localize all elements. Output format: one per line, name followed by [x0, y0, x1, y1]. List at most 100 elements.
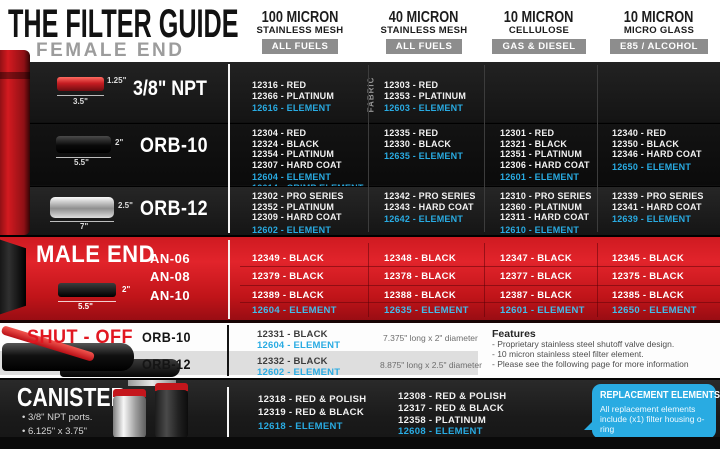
column-title: 10 MICRON — [624, 9, 694, 26]
element-number: 12608 - ELEMENT — [398, 426, 483, 437]
row-label-npt: 3/8" NPT — [133, 77, 207, 100]
male-end-banner: MALE END — [36, 241, 155, 268]
part-number: 12379 - BLACK — [252, 270, 325, 282]
cell-orb12-cellulose: 12310 - PRO SERIES 12360 - PLATINUM 1231… — [480, 187, 598, 235]
part-number: 12377 - BLACK — [500, 270, 573, 282]
part-numbers: 12303 - RED 12353 - PLATINUM — [384, 80, 467, 101]
dimension-label: 2.5" — [118, 201, 133, 210]
cell-orb12-40micron: 12342 - PRO SERIES 12343 - HARD COAT 126… — [368, 187, 480, 235]
canister-chrome-image — [113, 396, 146, 438]
shut-off-banner: SHUT - OFF — [27, 327, 134, 348]
row-label-shutoff-orb10: ORB-10 — [142, 329, 191, 345]
element-numbers: 12602 - ELEMENT — [252, 224, 332, 235]
dimension-label: 5.5" — [78, 302, 93, 311]
part-number: 12385 - BLACK — [612, 289, 685, 301]
column-divider — [368, 65, 369, 232]
part-number: 12331 - BLACK — [257, 329, 328, 340]
column-header-10-micron-cellulose: 10 MICRON CELLULOSE GAS & DIESEL — [480, 10, 598, 62]
shut-off-section: SHUT - OFF ORB-10 12331 - BLACK 12604 - … — [0, 320, 720, 378]
left-black-fitting-image — [0, 237, 26, 317]
element-number: 12635 - ELEMENT — [384, 304, 469, 316]
dimension-label: 7" — [80, 222, 89, 231]
part-number: 12387 - BLACK — [500, 289, 573, 301]
table-row-orb10: 12304 - RED 12324 - BLACK 12354 - PLATIN… — [0, 123, 720, 193]
row-label-orb10: ORB-10 — [140, 134, 209, 157]
row-label-an06: AN-06 — [150, 250, 191, 266]
canister-cap-image — [155, 383, 188, 391]
canister-specs: • 3/8" NPT ports. • 6.125" x 3.75" — [22, 412, 93, 437]
label-column-divider — [228, 240, 230, 319]
row-label-an10: AN-10 — [150, 287, 191, 303]
fuel-badge: GAS & DIESEL — [492, 39, 586, 54]
orb12-filter-image — [50, 197, 114, 218]
male-end-section: MALE END AN-06 12349 - BLACK 12348 - BLA… — [0, 235, 720, 320]
dimension-line — [57, 95, 104, 96]
part-numbers: 12335 - RED 12330 - BLACK — [384, 128, 452, 149]
dimension-label: 2" — [115, 138, 124, 147]
canister-black-image — [155, 390, 188, 438]
element-number: 12618 - ELEMENT — [258, 421, 343, 432]
table-row-an06: AN-06 12349 - BLACK 12348 - BLACK 12347 … — [0, 249, 720, 267]
part-number: 12347 - BLACK — [500, 252, 573, 264]
part-numbers: 12316 - RED 12366 - PLATINUM — [252, 80, 335, 101]
part-number: 12345 - BLACK — [612, 252, 685, 264]
callout-title: REPLACEMENT ELEMENTS — [600, 390, 720, 401]
part-number: 12389 - BLACK — [252, 289, 325, 301]
canister-banner: CANISTER — [17, 382, 126, 412]
column-header-10-micron-glass: 10 MICRON MICRO GLASS E85 / ALCOHOL — [598, 10, 720, 62]
column-divider — [484, 65, 485, 232]
cell-orb10-40micron: 12335 - RED 12330 - BLACK 12635 - ELEMEN… — [368, 124, 480, 193]
part-number: 12375 - BLACK — [612, 270, 685, 282]
column-subtitle: MICRO GLASS — [623, 25, 695, 36]
page-title: THE FILTER GUIDE — [8, 2, 239, 46]
column-divider — [597, 65, 598, 232]
part-numbers: 12318 - RED & POLISH 12319 - RED & BLACK — [258, 394, 367, 418]
row-label-shutoff-orb12: ORB-12 — [142, 356, 191, 372]
part-numbers: 12302 - PRO SERIES 12352 - PLATINUM 1230… — [252, 191, 344, 222]
row-label-orb12: ORB-12 — [140, 197, 209, 220]
female-end-banner: FEMALE END — [36, 40, 185, 61]
part-numbers: 12301 - RED 12321 - BLACK 12351 - PLATIN… — [500, 128, 590, 170]
canister-bracket-image — [128, 380, 176, 386]
element-numbers: 12601 - ELEMENT — [500, 172, 580, 182]
part-numbers: 12339 - PRO SERIES 12341 - HARD COAT — [612, 191, 704, 212]
part-number: 12349 - BLACK — [252, 252, 325, 264]
element-numbers: 12603 - ELEMENT — [384, 103, 464, 113]
table-row-orb12: 12302 - PRO SERIES 12352 - PLATINUM 1230… — [0, 186, 720, 235]
label-column-divider — [228, 64, 230, 233]
replacement-elements-callout: REPLACEMENT ELEMENTS All replacement ele… — [584, 384, 720, 439]
column-title: 100 MICRON — [261, 9, 339, 26]
row-separator — [240, 266, 720, 267]
cell-orb10-100micron: 12304 - RED 12324 - BLACK 12354 - PLATIN… — [232, 124, 368, 193]
canister-cap-image — [113, 389, 146, 397]
element-numbers: 12639 - ELEMENT — [612, 214, 692, 224]
element-numbers: 12610 - ELEMENT — [500, 224, 580, 235]
element-numbers: 12616 - ELEMENT — [252, 103, 332, 113]
dimension-line — [50, 221, 114, 222]
dimension-line — [58, 301, 116, 302]
table-row-an08: AN-08 12379 - BLACK 12378 - BLACK 12377 … — [0, 267, 720, 285]
element-number: 12604 - ELEMENT — [257, 340, 341, 351]
column-divider — [484, 243, 485, 317]
element-number: 12650 - ELEMENT — [612, 304, 697, 316]
canister-section: CANISTER • 3/8" NPT ports. • 6.125" x 3.… — [0, 378, 720, 449]
column-subtitle: STAINLESS MESH — [256, 25, 344, 36]
part-number: 12378 - BLACK — [384, 270, 457, 282]
table-row-an10: AN-10 12389 - BLACK 12388 - BLACK 12387 … — [0, 286, 720, 304]
label-column-divider — [227, 325, 229, 376]
dimension-label: 2" — [122, 285, 131, 294]
part-numbers: 12308 - RED & POLISH 12317 - RED & BLACK… — [398, 391, 507, 426]
fuel-badge: ALL FUELS — [261, 39, 339, 54]
column-headers: 100 MICRON STAINLESS MESH ALL FUELS 40 M… — [232, 10, 720, 62]
column-subtitle: STAINLESS MESH — [380, 25, 468, 36]
dimension-label: 5.5" — [74, 158, 89, 167]
dimension-line — [56, 157, 111, 158]
part-numbers: 12310 - PRO SERIES 12360 - PLATINUM 1231… — [500, 191, 592, 222]
part-number: 12388 - BLACK — [384, 289, 457, 301]
npt-filter-image — [57, 77, 104, 91]
cell-orb12-glass: 12339 - PRO SERIES 12341 - HARD COAT 126… — [598, 187, 720, 235]
part-numbers: 12342 - PRO SERIES 12343 - HARD COAT — [384, 191, 476, 212]
cell-npt-40micron: 12303 - RED 12353 - PLATINUM 12603 - ELE… — [368, 62, 480, 122]
cell-orb10-cellulose: 12301 - RED 12321 - BLACK 12351 - PLATIN… — [480, 124, 598, 193]
